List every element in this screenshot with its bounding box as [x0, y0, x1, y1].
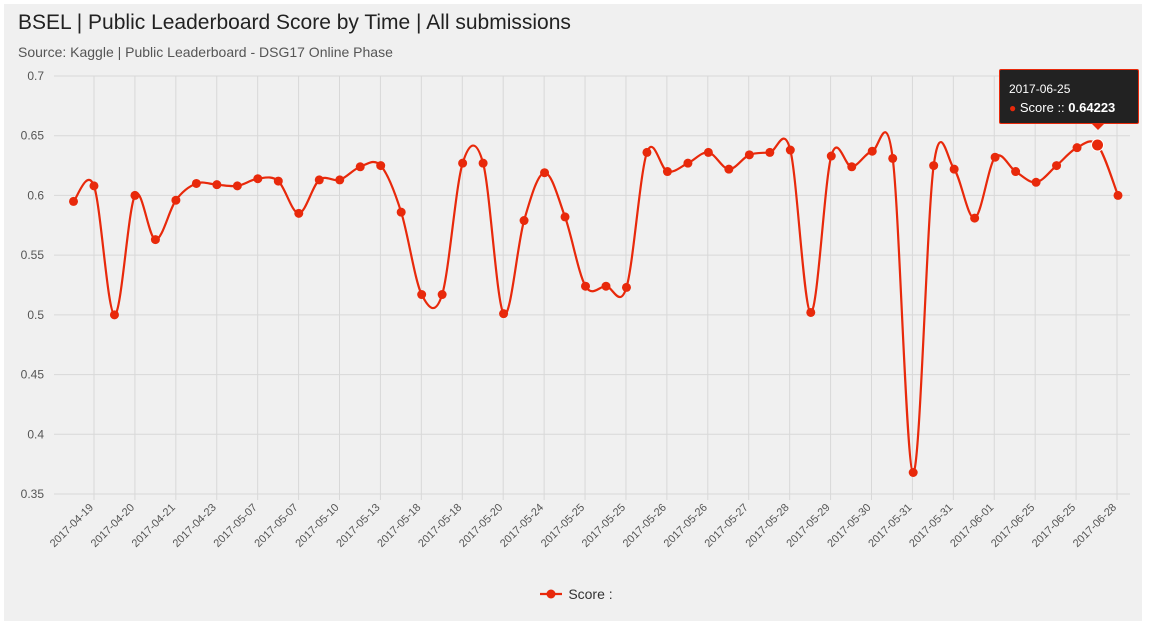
data-point[interactable] [130, 190, 140, 200]
chart-title: BSEL | Public Leaderboard Score by Time … [18, 11, 571, 34]
data-point[interactable] [294, 208, 304, 218]
data-point[interactable] [703, 147, 713, 157]
legend-label: Score : [568, 586, 613, 602]
legend-marker-icon [540, 589, 563, 599]
series-points [69, 138, 1123, 478]
data-point-highlighted[interactable] [1091, 138, 1105, 152]
data-point[interactable] [581, 281, 591, 291]
data-point[interactable] [417, 290, 427, 300]
data-point[interactable] [499, 309, 509, 319]
data-point[interactable] [867, 146, 877, 156]
data-point[interactable] [662, 167, 672, 177]
chart-background [4, 4, 1142, 621]
data-point[interactable] [69, 196, 78, 206]
data-point[interactable] [990, 152, 1000, 162]
legend: Score : [0, 586, 1153, 602]
data-point[interactable] [519, 216, 529, 226]
data-point[interactable] [232, 181, 242, 191]
y-tick-label: 0.55 [21, 248, 45, 262]
y-tick-label: 0.4 [27, 427, 44, 441]
data-point[interactable] [949, 164, 959, 174]
data-point[interactable] [376, 161, 386, 171]
legend-item-score[interactable]: Score : [540, 586, 613, 602]
y-tick-label: 0.45 [21, 368, 45, 382]
data-point[interactable] [355, 162, 365, 172]
tooltip-series-label: Score :: [1019, 100, 1069, 115]
data-point[interactable] [191, 178, 201, 188]
data-point[interactable] [171, 195, 181, 205]
data-point[interactable] [642, 147, 652, 157]
data-point[interactable] [744, 150, 754, 160]
data-point[interactable] [601, 281, 611, 291]
data-point[interactable] [908, 468, 918, 478]
y-tick-label: 0.35 [21, 487, 45, 501]
data-point[interactable] [683, 158, 693, 168]
x-tick-label: 2017-06-28 [1071, 502, 1119, 550]
data-point[interactable] [212, 180, 222, 190]
data-point[interactable] [1072, 143, 1082, 153]
data-point[interactable] [1052, 161, 1062, 171]
tooltip-pointer [1091, 123, 1105, 130]
data-point[interactable] [335, 175, 345, 185]
data-point[interactable] [1113, 190, 1123, 200]
data-point[interactable] [785, 145, 795, 155]
data-point[interactable] [806, 307, 816, 317]
data-point[interactable] [150, 235, 160, 245]
data-point[interactable] [888, 153, 898, 163]
data-point[interactable] [273, 176, 283, 186]
y-tick-label: 0.7 [27, 69, 44, 83]
grid-lines [54, 75, 1130, 500]
chart-subtitle: Source: Kaggle | Public Leaderboard - DS… [18, 44, 393, 60]
data-point[interactable] [970, 213, 980, 223]
tooltip-value: 0.64223 [1068, 100, 1116, 115]
data-point[interactable] [826, 151, 836, 161]
data-point[interactable] [458, 158, 468, 168]
data-point[interactable] [478, 158, 488, 168]
y-tick-label: 0.6 [27, 188, 44, 202]
data-point[interactable] [1031, 177, 1041, 187]
data-point[interactable] [253, 174, 263, 184]
data-point[interactable] [109, 310, 119, 320]
y-axis-ticks: 0.35 0.4 0.45 0.5 0.55 0.6 0.65 0.7 [21, 69, 45, 501]
series-line-score [72, 131, 1120, 474]
data-point[interactable] [560, 212, 570, 222]
data-point[interactable] [1011, 167, 1021, 177]
data-point[interactable] [765, 147, 775, 157]
data-point[interactable] [89, 181, 99, 191]
tooltip-bullet-icon: ● [1009, 101, 1017, 115]
tooltip: 2017-06-25 ● Score :: 0.64223 [999, 69, 1139, 124]
y-tick-label: 0.65 [21, 129, 45, 143]
data-point[interactable] [847, 162, 857, 172]
data-point[interactable] [621, 282, 631, 292]
x-axis-ticks: 2017-04-192017-04-202017-04-212017-04-23… [48, 502, 1119, 550]
data-point[interactable] [724, 164, 734, 174]
data-point[interactable] [437, 290, 447, 300]
tooltip-date: 2017-06-25 [1009, 82, 1071, 96]
data-point[interactable] [540, 168, 550, 178]
data-point[interactable] [314, 175, 324, 185]
data-point[interactable] [929, 161, 939, 171]
data-point[interactable] [396, 207, 406, 217]
y-tick-label: 0.5 [27, 308, 44, 322]
